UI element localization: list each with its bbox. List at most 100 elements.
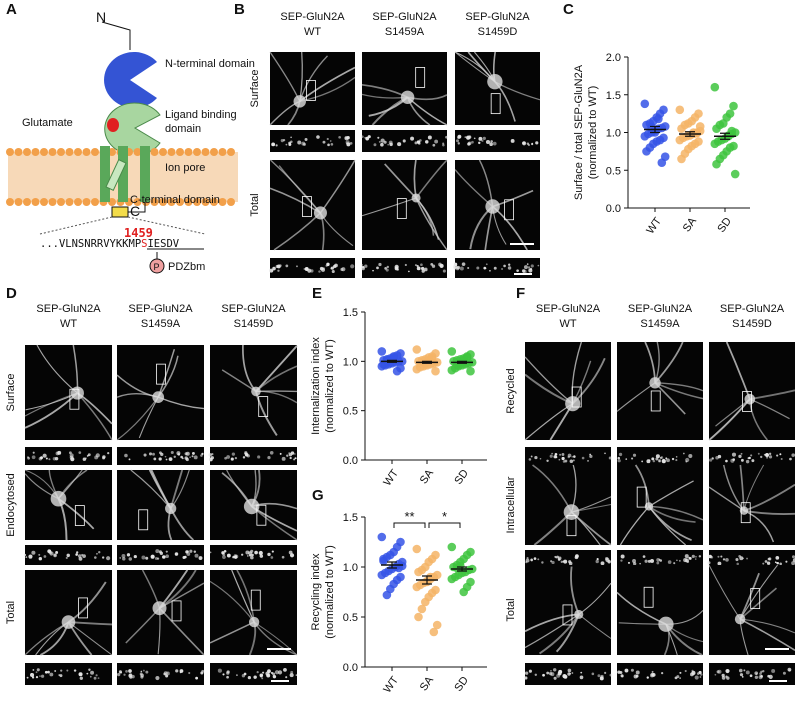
- lipid-head: [91, 198, 99, 206]
- spine: [66, 670, 68, 672]
- data-point: [642, 147, 651, 156]
- spine: [628, 562, 630, 564]
- column-header: S1459A: [141, 318, 181, 330]
- spine: [508, 266, 511, 269]
- spine: [186, 452, 190, 456]
- spine: [717, 556, 719, 558]
- spine: [486, 263, 488, 265]
- spine: [304, 268, 306, 270]
- spine: [501, 268, 503, 270]
- spine: [350, 142, 353, 145]
- lipid-head: [66, 198, 74, 206]
- spine: [471, 141, 474, 144]
- data-point: [448, 575, 457, 584]
- spine: [417, 266, 421, 270]
- lipid-head: [91, 148, 99, 156]
- spine: [48, 458, 50, 460]
- spine: [165, 456, 167, 458]
- spine: [529, 670, 532, 673]
- spine: [494, 267, 497, 270]
- micrograph: [708, 465, 795, 570]
- spine: [587, 460, 589, 462]
- spine: [232, 453, 235, 456]
- spine: [741, 453, 743, 455]
- soma: [565, 396, 580, 411]
- data-point: [448, 543, 457, 552]
- spine: [621, 674, 624, 677]
- x-tick-label: SA: [681, 215, 700, 234]
- spine: [776, 562, 778, 564]
- n-tail: [102, 22, 130, 50]
- spine: [742, 676, 744, 678]
- spine: [550, 455, 553, 458]
- micrograph: [25, 570, 112, 685]
- spine: [257, 455, 260, 458]
- y-tick-label: 1.5: [606, 90, 621, 102]
- spine: [189, 456, 191, 458]
- image-bg: [709, 465, 795, 545]
- spine: [192, 452, 195, 455]
- data-point: [641, 132, 650, 141]
- spine: [338, 136, 341, 139]
- spine: [140, 676, 143, 679]
- spine: [39, 557, 42, 560]
- spine: [210, 551, 212, 553]
- spine: [78, 554, 82, 558]
- spine: [273, 675, 276, 678]
- c-terminal-box: [112, 207, 128, 217]
- spine: [285, 265, 288, 268]
- spine: [387, 266, 389, 268]
- spine: [192, 455, 194, 457]
- strip-bg: [210, 447, 297, 465]
- strip-bg: [362, 258, 447, 278]
- spine: [307, 269, 311, 273]
- spine: [55, 551, 58, 554]
- spine: [327, 144, 330, 147]
- spine: [267, 456, 270, 459]
- spine: [785, 561, 787, 563]
- spine: [415, 264, 417, 266]
- y-tick-label: 1.5: [343, 512, 358, 524]
- data-point: [729, 102, 738, 111]
- data-point: [448, 347, 457, 356]
- spine: [209, 458, 213, 462]
- spine: [278, 670, 282, 674]
- image-bg: [270, 52, 355, 125]
- spine: [41, 675, 44, 678]
- spine: [316, 135, 320, 139]
- spine: [386, 269, 389, 272]
- image-bg: [25, 345, 112, 440]
- spine: [741, 459, 744, 462]
- spine: [283, 668, 287, 672]
- spine: [580, 672, 582, 674]
- x-tick-label: SA: [418, 674, 437, 693]
- lipid-head: [202, 148, 210, 156]
- spine: [434, 140, 438, 144]
- soma: [165, 503, 176, 514]
- spine: [66, 557, 68, 559]
- spine: [722, 676, 726, 680]
- x-tick-label: SA: [418, 467, 437, 486]
- data-point: [654, 115, 663, 124]
- spine: [96, 674, 98, 676]
- spine: [486, 140, 490, 144]
- spine: [330, 140, 332, 142]
- zoom-line: [40, 217, 112, 234]
- spine: [604, 452, 606, 454]
- panel-letter: G: [312, 487, 324, 504]
- spine: [90, 671, 94, 675]
- spine: [531, 143, 533, 145]
- spine: [387, 144, 389, 146]
- y-tick-label: 0.0: [606, 203, 621, 215]
- spine: [438, 263, 442, 267]
- spine: [296, 265, 298, 267]
- spine: [267, 669, 271, 673]
- spine: [286, 455, 288, 457]
- spine: [32, 455, 36, 459]
- spine: [648, 560, 651, 563]
- micrograph: [25, 345, 112, 465]
- spine: [430, 263, 433, 266]
- spine: [478, 137, 482, 141]
- soma: [294, 95, 306, 107]
- spine: [38, 554, 40, 556]
